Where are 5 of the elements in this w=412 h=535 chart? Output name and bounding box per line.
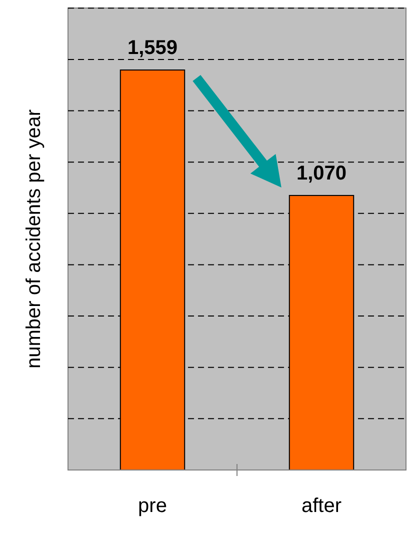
x-tick-label: after xyxy=(301,495,342,517)
y-axis-title: number of accidents per year xyxy=(23,109,45,369)
data-label: 1,070 xyxy=(296,162,347,184)
data-label: 1,559 xyxy=(127,37,178,59)
x-tick-label: pre xyxy=(138,495,167,517)
